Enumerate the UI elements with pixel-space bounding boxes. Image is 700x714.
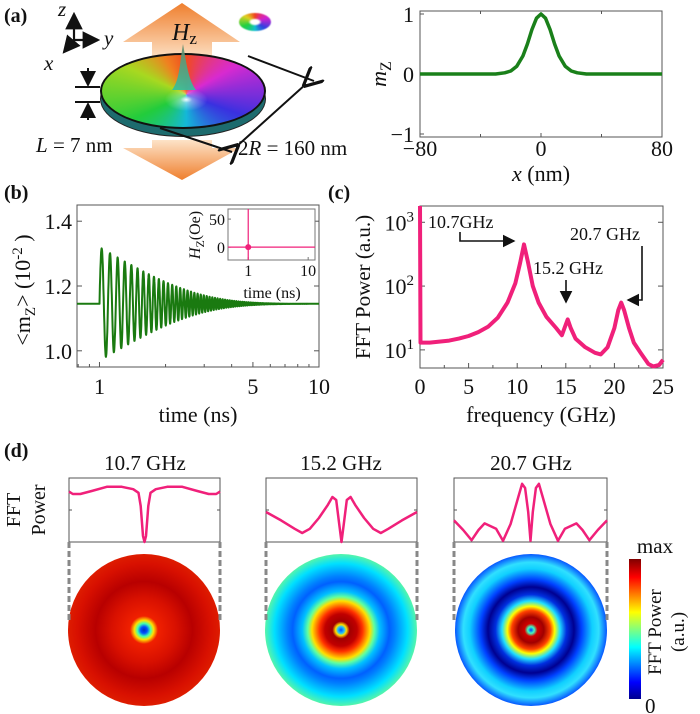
tick-exponent: 3 [407, 209, 415, 225]
y-tick-label: 102 [385, 273, 415, 299]
tick-exponent: 2 [407, 273, 415, 289]
dimension-lines [75, 55, 314, 152]
field-label: Hz [171, 20, 197, 48]
axis-y-label: y [102, 26, 114, 50]
mz-avg-trace [77, 247, 320, 358]
mode-map-15-2 [265, 554, 417, 706]
x-tick-label: 15 [555, 374, 577, 399]
annotation-arrows [459, 232, 643, 307]
field-arrow-up-icon [123, 3, 240, 60]
mode-title-15-2: 15.2 GHz [300, 451, 382, 475]
tick-base: 10 [385, 274, 407, 299]
y-tick-label: 101 [385, 337, 415, 363]
panel-label-b: (b) [4, 182, 28, 204]
axis-x-label: x [43, 51, 54, 75]
y-tick-label: 1.0 [45, 339, 73, 364]
fft-ylabel: FFT Power (a.u.) [351, 215, 375, 359]
time-xlabel: time (ns) [159, 402, 238, 427]
colorbar-label-line2: (a.u.) [668, 612, 689, 652]
x-tick-label: 25 [652, 374, 674, 399]
tick-exponent: 1 [407, 337, 415, 353]
mz-profile-line [420, 12, 662, 76]
axis-z-label: z [57, 0, 66, 21]
inset-x-tick-label: 1 [244, 263, 252, 280]
tick-base: 10 [385, 338, 407, 363]
colorbar-max-label: max [637, 534, 674, 558]
inset-y-tick-label: 0 [217, 240, 225, 257]
inset-ylabel: HZ(Oe) [187, 211, 207, 260]
mode-map-20-7 [455, 554, 607, 706]
colorbar-label-line1: FFT Power [645, 588, 666, 674]
skyrmion-core-spike [172, 44, 196, 90]
panel-label-c: (c) [328, 182, 350, 204]
y-tick-label: 103 [385, 209, 415, 235]
annotation-10-7: 10.7GHz [428, 212, 494, 232]
color-wheel-icon [239, 13, 271, 31]
inset-pulse-marker [245, 244, 252, 251]
colorbar-min-label: 0 [645, 694, 656, 714]
thickness-label: L = 7 nm [35, 133, 113, 157]
y-tick-label: −1 [391, 122, 414, 147]
inset-y-tick-label: 50 [209, 212, 225, 229]
colorbar [629, 559, 641, 699]
y-tick-label: 1.2 [45, 274, 73, 299]
x-tick-label: 10 [308, 374, 330, 399]
y-tick-label: 1 [403, 2, 414, 27]
inset-frame [227, 208, 316, 261]
frequency-xlabel: frequency (GHz) [466, 402, 616, 427]
mz-ylabel: mZ [366, 61, 395, 87]
x-tick-label: 1 [94, 374, 105, 399]
inset-xlabel: time (ns) [243, 285, 300, 302]
mode-map-10-7 [68, 554, 220, 706]
axis-triad-icon [62, 11, 101, 54]
y-tick-label: 1.4 [45, 209, 73, 234]
x-tick-label: 10 [506, 374, 528, 399]
diameter-label: 2R = 160 nm [238, 136, 347, 160]
profile-frame-10-7 [68, 477, 221, 543]
field-arrow-down-icon [123, 140, 240, 180]
y-tick-label: 0 [403, 62, 414, 87]
x-tick-label: −80 [403, 136, 437, 161]
fft-spectrum-line [418, 205, 665, 369]
annotation-15-2: 15.2 GHz [533, 258, 603, 278]
inset-x-tick-label: 10 [300, 263, 316, 280]
x-tick-label: 0 [536, 136, 547, 161]
x-tick-label: 5 [463, 374, 474, 399]
x-tick-label: 20 [603, 374, 625, 399]
profile-line-15-2 [265, 495, 418, 544]
panel-label-d: (d) [4, 440, 28, 462]
mode-title-10-7: 10.7 GHz [104, 451, 186, 475]
x-tick-label: 0 [415, 374, 426, 399]
mode-title-20-7: 20.7 GHz [490, 451, 572, 475]
x-tick-label: 5 [247, 374, 258, 399]
tick-base: 10 [385, 210, 407, 235]
mz-avg-ylabel: <mZ> (10-2 ) [10, 234, 39, 345]
x-tick-label: 80 [651, 136, 673, 161]
panel-label-a: (a) [4, 5, 27, 27]
profile-line-20-7 [453, 482, 608, 543]
annotation-20-7: 20.7 GHz [570, 224, 640, 244]
profile-line-10-7 [68, 485, 221, 544]
profile-ylabel-line1: FFT [3, 493, 25, 527]
profile-ylabel-line2: Power [28, 484, 50, 535]
mz-xlabel: x (nm) [511, 161, 570, 186]
